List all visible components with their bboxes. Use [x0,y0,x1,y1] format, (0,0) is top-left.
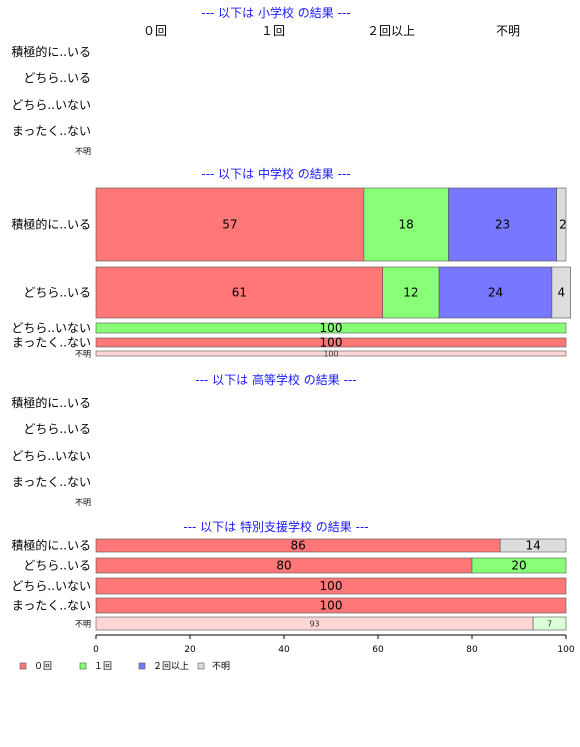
legend-swatch [79,662,87,670]
row-label: 不明 [75,620,91,629]
row-label: 不明 [75,147,91,156]
bar-segment [95,322,567,334]
data-label: 2 [559,218,567,232]
bar-segment [448,187,557,262]
bar-segment [532,616,567,631]
bar-segment [438,266,553,319]
legend-label: ２回以上 [153,661,189,672]
row-label: 不明 [75,350,91,359]
data-label: 18 [399,218,414,232]
data-label: 86 [290,539,305,553]
x-tick-label: 0 [93,645,99,655]
x-tick-label: 100 [557,645,574,655]
bar-segment [95,266,384,319]
bar-segment [551,266,572,319]
row-label: どちら..いない [11,449,91,463]
x-tick-label: 20 [184,645,196,655]
panel-title: --- 以下は 特別支援学校 の結果 --- [183,519,368,534]
bar-segment [95,337,567,348]
row-label: どちら..いる [23,422,91,436]
legend-label: 不明 [212,661,230,672]
column-header: 不明 [496,24,520,38]
data-label: 20 [511,559,526,573]
data-label: 12 [403,286,418,300]
data-label: 57 [222,218,237,232]
row-label: まったく..ない [12,475,91,489]
legend-swatch [19,662,27,670]
bar-segment [382,266,440,319]
bar-segment [499,538,567,553]
row-label: どちら..いない [11,98,91,112]
data-label: 23 [495,218,510,232]
row-label: 積極的に..いる [11,538,91,553]
data-label: 100 [320,599,343,613]
data-label: 100 [320,336,343,350]
data-label: 24 [488,286,503,300]
legend-label: １回 [94,661,112,672]
data-label: 100 [323,350,338,359]
data-label: 14 [525,539,540,553]
legend-label: ０回 [34,661,52,672]
row-label: どちら..いない [11,579,91,593]
bar-segment [95,597,567,614]
row-label: どちら..いる [23,71,91,85]
row-label: まったく..ない [12,599,91,613]
row-label: 積極的に..いる [11,217,91,232]
row-label: どちら..いる [23,286,91,300]
x-tick-label: 80 [466,645,478,655]
data-label: 80 [276,559,291,573]
bar-segment [95,577,567,595]
column-header: ０回 [143,24,167,38]
bar-segment [95,350,567,357]
row-label: まったく..ない [12,124,91,138]
data-label: 93 [309,620,319,629]
x-tick-label: 40 [278,645,290,655]
row-label: どちら..いる [23,559,91,573]
row-label: 不明 [75,498,91,507]
data-label: 7 [547,620,552,629]
bar-segment [556,187,567,262]
column-header: ２回以上 [367,24,415,38]
data-label: 61 [232,286,247,300]
data-label: 4 [557,286,565,300]
column-header: １回 [261,24,285,38]
bar-segment [471,557,567,574]
data-label: 100 [320,321,343,335]
row-label: 積極的に..いる [11,395,91,410]
row-label: どちら..いない [11,321,91,335]
panel-title: --- 以下は 高等学校 の結果 --- [195,372,356,387]
bar-segment [363,187,449,262]
bar-segment [95,187,365,262]
panel-title: --- 以下は 小学校 の結果 --- [201,5,350,20]
row-label: 積極的に..いる [11,44,91,59]
row-label: まったく..ない [12,336,91,350]
x-tick-label: 60 [372,645,384,655]
panel-title: --- 以下は 中学校 の結果 --- [201,166,350,181]
data-label: 100 [320,579,343,593]
legend-swatch [197,662,205,670]
legend-swatch [138,662,146,670]
